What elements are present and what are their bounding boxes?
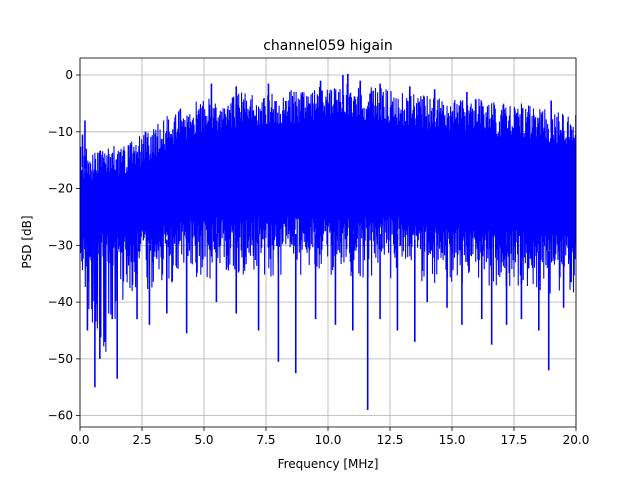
x-tick-label: 2.5 [132, 433, 151, 447]
data-series [80, 73, 576, 410]
y-tick-label: −30 [48, 238, 73, 252]
x-tick-label: 0.0 [70, 433, 89, 447]
x-tick-label: 20.0 [563, 433, 590, 447]
x-axis-label: Frequency [MHz] [278, 457, 379, 471]
y-tick-label: 0 [65, 68, 73, 82]
y-axis-label: PSD [dB] [20, 215, 34, 268]
psd-trace [80, 83, 576, 352]
x-tick-label: 7.5 [256, 433, 275, 447]
y-tick-label: −20 [48, 182, 73, 196]
x-tick-label: 17.5 [501, 433, 528, 447]
x-tick-label: 12.5 [377, 433, 404, 447]
x-tick-label: 5.0 [194, 433, 213, 447]
y-tick-label: −50 [48, 352, 73, 366]
chart-title: channel059 higain [263, 38, 393, 54]
y-tick-label: −40 [48, 295, 73, 309]
y-tick-label: −10 [48, 125, 73, 139]
y-tick-label: −60 [48, 409, 73, 423]
axis-ticks: 0.0 2.5 5.0 7.5 10.0 12.5 15.0 17.5 20.0 0 −10 −20 −… [48, 68, 590, 447]
x-tick-label: 15.0 [439, 433, 466, 447]
x-tick-label: 10.0 [315, 433, 342, 447]
